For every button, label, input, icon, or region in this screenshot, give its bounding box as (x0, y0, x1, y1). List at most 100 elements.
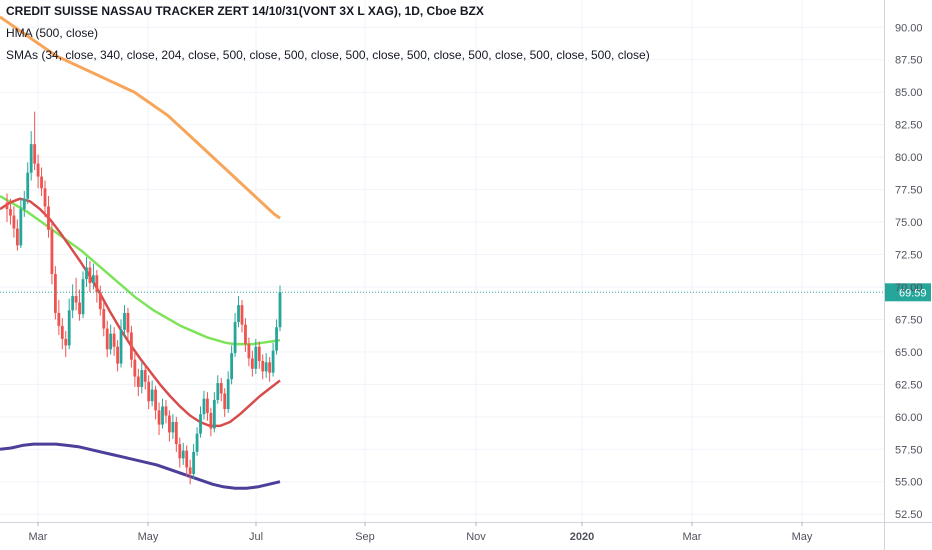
candle-body (212, 399, 216, 429)
candle-body (240, 305, 244, 325)
candle (29, 131, 33, 181)
candle-body (81, 279, 85, 315)
candle (116, 340, 119, 372)
candle-body (271, 350, 275, 373)
candle-body (154, 389, 157, 411)
candle-body (43, 188, 47, 207)
candle-body (264, 362, 268, 372)
candle (150, 380, 154, 407)
candle (199, 406, 202, 438)
candle (161, 398, 164, 429)
candle-body (98, 292, 102, 310)
candle (33, 111, 37, 171)
candle (178, 437, 182, 468)
candle (233, 312, 237, 358)
candle (88, 261, 92, 293)
candle-body (136, 376, 140, 387)
y-tick-label: 80.00 (895, 152, 923, 164)
y-tick-label: 55.00 (895, 477, 923, 489)
candle (71, 284, 75, 319)
candle (53, 266, 57, 320)
candle-body (36, 163, 40, 177)
candle (275, 319, 278, 355)
candle (244, 318, 247, 352)
x-tick-label: 2020 (570, 531, 594, 543)
candle (64, 331, 68, 358)
candle (67, 298, 71, 350)
last-price-badge (885, 283, 931, 302)
candle (102, 302, 106, 337)
y-tick-label: 57.50 (895, 444, 923, 456)
price-axis[interactable]: 52.50 55.00 57.50 60.00 62.50 65.00 67.50 70.00… (884, 0, 923, 550)
indicator-smas-legend[interactable]: SMAs (34, close, 340, close, 204, close,… (6, 48, 650, 62)
candle (216, 375, 220, 404)
candle-body (143, 370, 147, 382)
candle-body (161, 406, 164, 425)
y-tick-label: 60.00 (895, 412, 923, 424)
candle (188, 459, 192, 485)
candle (26, 162, 30, 204)
candle-body (26, 172, 30, 199)
y-tick-label: 62.50 (895, 379, 923, 391)
candle (105, 320, 109, 358)
candle (250, 350, 254, 377)
candle (226, 371, 230, 413)
candle-body (57, 312, 61, 326)
candle (185, 445, 189, 477)
candle-body (233, 322, 237, 354)
candle (136, 368, 140, 397)
candle (278, 285, 282, 332)
x-tick-label: Mar (29, 531, 48, 543)
x-tick-label: Jul (249, 531, 263, 543)
candle-body (133, 359, 137, 377)
candle-body (15, 228, 19, 246)
time-axis[interactable]: Mar May Jul Sep Nov 2020 Mar May (0, 522, 932, 543)
candle-body (74, 296, 78, 303)
candle-body (275, 327, 278, 351)
y-tick-label: 72.50 (895, 250, 923, 262)
y-tick-label: 52.50 (895, 509, 923, 521)
candle (171, 414, 175, 439)
x-tick-label: Nov (466, 531, 486, 543)
sma-green-line (0, 195, 281, 346)
candle-body (157, 410, 161, 425)
candle (230, 345, 234, 385)
candle-body (247, 344, 251, 359)
candle (12, 206, 16, 238)
candle (254, 338, 258, 374)
x-tick-label: Mar (683, 531, 702, 543)
candle-body (278, 292, 282, 328)
candle-body (126, 312, 130, 333)
candle (264, 353, 268, 378)
candle (123, 305, 126, 338)
moving-average-lines (0, 15, 281, 490)
candle-body (71, 296, 75, 311)
candle (130, 325, 133, 368)
candle-body (223, 393, 227, 410)
candle-body (85, 267, 88, 280)
candle-body (112, 333, 116, 347)
candle-body (206, 398, 209, 413)
candle (154, 385, 157, 420)
candle (147, 375, 151, 410)
candle (237, 296, 240, 328)
candle-body (174, 422, 178, 445)
candle (257, 341, 261, 369)
candle (202, 390, 206, 420)
y-tick-label: 77.50 (895, 185, 923, 197)
candle-body (219, 383, 223, 394)
candle (22, 190, 26, 217)
x-tick-label: May (792, 531, 813, 543)
candle (261, 354, 265, 380)
candle (219, 377, 223, 402)
candle-body (50, 229, 54, 274)
candle-body (130, 332, 133, 360)
candle-body (202, 398, 206, 415)
indicator-hma-legend[interactable]: HMA (500, close) (6, 26, 99, 40)
candle (91, 263, 95, 290)
candle-body (12, 215, 16, 229)
candle-body (33, 144, 37, 164)
candle-body (91, 275, 95, 284)
candle-body (268, 362, 272, 373)
